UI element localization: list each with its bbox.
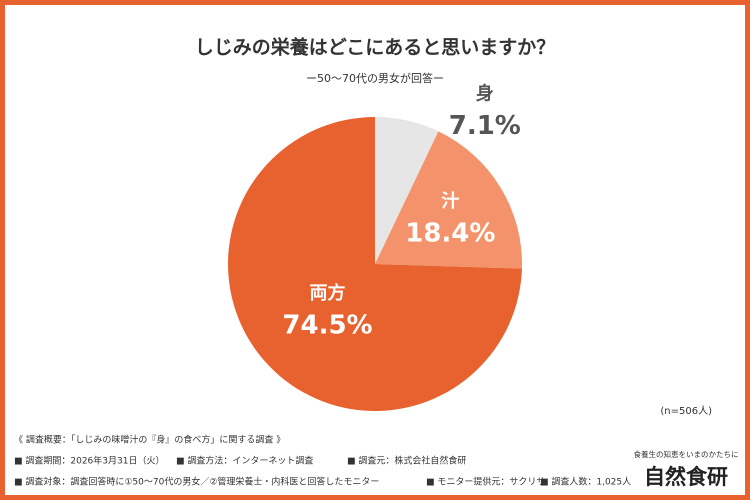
note: (n=506人) <box>660 405 712 417</box>
footer-item: ■ 調査対象：調査回答時に①50〜70代の男女／②管理栄養士・内科医と回答したモ… <box>14 476 379 488</box>
slice-category: 身 <box>476 83 494 105</box>
pie-slice <box>375 117 439 264</box>
pie-slice <box>375 131 522 269</box>
footer-item: ■ 調査元：株式会社自然食研 <box>347 455 466 467</box>
slice-value-label: 18.4% <box>405 219 495 249</box>
slice-value-label: 74.5% <box>282 311 372 341</box>
footer-heading: 《 調査概要：「しじみの味噌汁の『身』の食べ方」に関する調査 》 <box>14 434 285 446</box>
logo-tagline: 食養生の知恵をいまのかたちに <box>634 449 739 459</box>
footer-item: ■ モニター提供元：サクリサ <box>426 476 545 488</box>
slice-value-label: 7.1% <box>449 111 521 141</box>
logo-name: 自然食研 <box>644 465 728 489</box>
slice-category: 両方 <box>309 282 345 304</box>
footer-item: ■ 調査人数：1,025人 <box>540 476 631 488</box>
footer-item: ■ 調査方法：インターネット調査 <box>176 455 313 467</box>
pie-slice <box>228 117 522 411</box>
chart-title: しじみの栄養はどこにあると思いますか？ <box>195 36 555 59</box>
footer-item: ■ 調査期間：2026年3月31日（火） <box>14 455 164 467</box>
chart-subtitle: ー50〜70代の男女が回答ー <box>306 71 444 85</box>
slice-category: 汁 <box>441 190 459 212</box>
